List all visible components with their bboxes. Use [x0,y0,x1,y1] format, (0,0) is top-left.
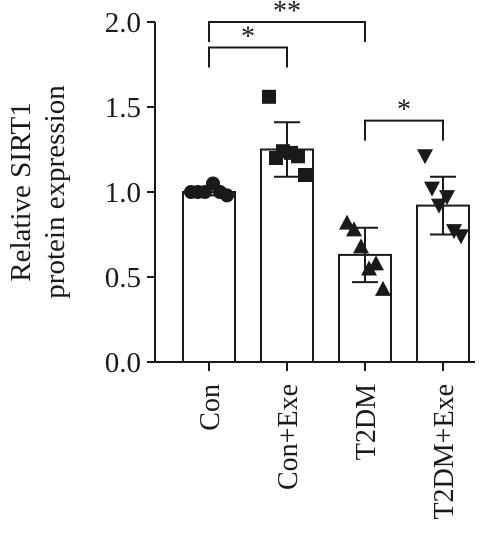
category-label: Con+Exe [273,384,304,490]
data-point-triangle-down [424,181,440,197]
data-point-triangle-down [417,149,433,165]
data-point-triangle-down [431,198,447,214]
data-point-triangle-up [375,280,391,296]
significance-label: * [241,22,255,53]
bars [182,148,470,363]
data-point-circle [220,188,234,203]
significance-label: * [397,95,411,126]
significance-brackets: **** [208,0,444,141]
bar [182,191,236,363]
y-tick-label: 0.0 [105,347,141,379]
x-axis-labels: Con Con+Exe T2DM T2DM+Exe [195,362,460,520]
data-point-square [262,89,276,104]
data-point-triangle-down [446,224,462,240]
data-point-triangle-up [339,214,355,230]
data-point-triangle-up [368,255,384,271]
data-point-triangle-up [361,260,377,276]
significance-bracket [208,21,366,42]
y-tick-label: 0.5 [105,262,141,294]
category-label: T2DM+Exe [429,384,460,520]
significance-bracket [208,46,288,68]
significance-label: ** [273,0,301,27]
category-label: T2DM [351,384,382,460]
data-point-triangle-up [346,221,362,237]
data-point-triangle-down [453,229,469,245]
significance-bracket [364,119,444,141]
data-point-square [298,168,312,182]
y-axis-title-line: Relative SIRT1 [5,102,37,281]
data-points [184,89,469,296]
y-tick-label: 1.0 [105,177,141,209]
data-point-square [291,149,305,164]
y-tick-label: 2.0 [105,7,141,39]
data-point-triangle-down [439,190,455,206]
data-point-triangle-up [353,238,369,254]
y-axis-title-line: protein expression [39,85,71,299]
y-tick-label: 1.5 [105,92,141,124]
category-label: Con [195,384,226,431]
y-axis-title: Relative SIRT1 protein expression [5,85,71,299]
